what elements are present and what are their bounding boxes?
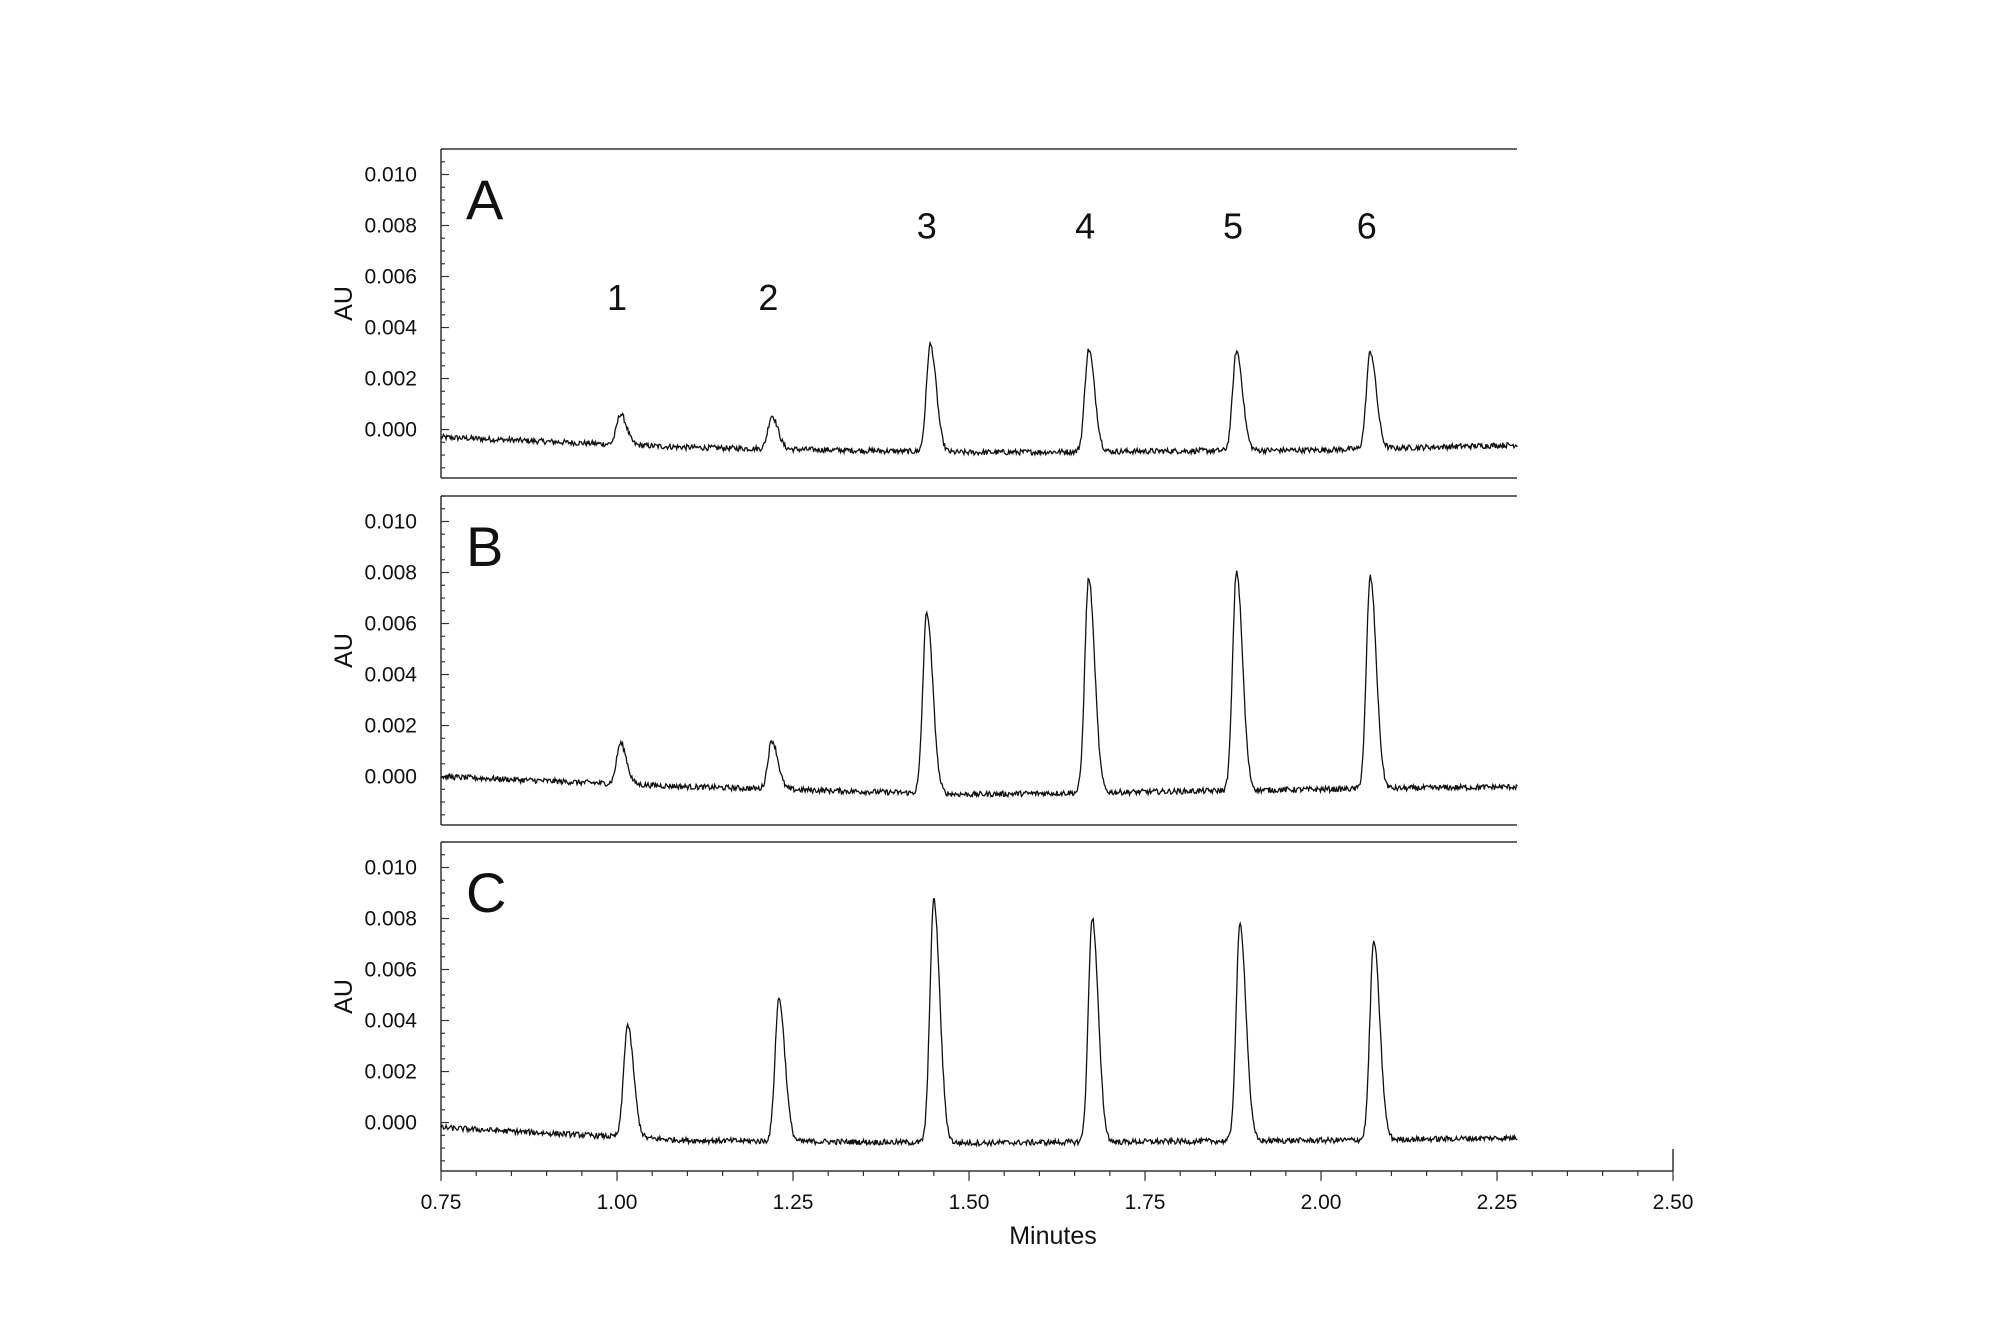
y-tick-label: 0.006 (364, 613, 417, 636)
x-tick-label: 1.75 (1125, 1191, 1166, 1214)
y-tick-label: 0.000 (364, 766, 417, 789)
y-tick-label: 0.006 (364, 266, 417, 289)
x-tick-label: 2.50 (1653, 1191, 1694, 1214)
trace-line-panel-a (440, 340, 1518, 457)
peak-number-label: 4 (1075, 206, 1095, 247)
x-tick-label: 0.75 (421, 1191, 462, 1214)
y-tick-label: 0.008 (364, 562, 417, 585)
y-tick-label: 0.000 (364, 419, 417, 442)
y-tick-label: 0.004 (364, 664, 417, 687)
y-axis-title: AU (330, 633, 358, 668)
trace-line-panel-c (440, 898, 1518, 1148)
panel-letter-c: C (466, 861, 506, 924)
y-tick-label: 0.004 (364, 317, 417, 340)
y-tick-label: 0.002 (364, 1061, 417, 1084)
x-axis-title: Minutes (1009, 1222, 1097, 1250)
trace-line-panel-b (440, 570, 1518, 799)
y-tick-label: 0.006 (364, 959, 417, 982)
peak-number-label: 5 (1223, 206, 1243, 247)
x-tick-label: 1.25 (773, 1191, 814, 1214)
panel-letter-b: B (466, 515, 503, 578)
panel-letter-a: A (466, 168, 504, 231)
x-tick-label: 1.00 (597, 1191, 638, 1214)
y-tick-label: 0.002 (364, 715, 417, 738)
y-tick-label: 0.008 (364, 215, 417, 238)
y-tick-label: 0.004 (364, 1010, 417, 1033)
x-tick-label: 1.50 (949, 1191, 990, 1214)
y-tick-label: 0.010 (364, 511, 417, 534)
y-tick-label: 0.002 (364, 368, 417, 391)
y-tick-label: 0.010 (364, 164, 417, 187)
peak-number-label: 3 (917, 206, 937, 247)
x-tick-label: 2.25 (1477, 1191, 1518, 1214)
y-axis-title: AU (330, 286, 358, 321)
y-tick-label: 0.000 (364, 1112, 417, 1135)
x-tick-label: 2.00 (1301, 1191, 1342, 1214)
y-tick-label: 0.010 (364, 857, 417, 880)
y-axis-title: AU (330, 979, 358, 1014)
peak-number-label: 2 (758, 277, 778, 318)
peak-number-label: 6 (1357, 206, 1377, 247)
peak-number-label: 1 (607, 277, 627, 318)
y-tick-label: 0.008 (364, 908, 417, 931)
